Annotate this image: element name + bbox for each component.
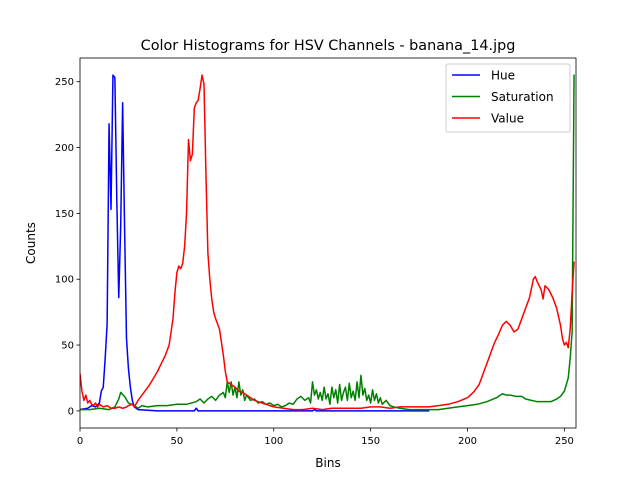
y-axis-label: Counts	[24, 222, 38, 264]
series-line-value	[80, 74, 575, 411]
legend-box	[445, 63, 571, 133]
legend-label-value: Value	[491, 111, 524, 125]
series-lines	[80, 74, 575, 412]
x-axis: 0 50 100 150 200 250	[77, 428, 574, 447]
x-tick-label: 100	[264, 436, 283, 447]
y-tick-label: 50	[61, 341, 74, 352]
x-axis-label: Bins	[315, 456, 340, 470]
x-tick-label: 50	[171, 436, 184, 447]
x-tick-label: 0	[77, 436, 83, 447]
chart-title: Color Histograms for HSV Channels - bana…	[141, 38, 516, 54]
series-line-saturation	[80, 74, 575, 411]
x-tick-label: 150	[361, 436, 380, 447]
legend-label-hue: Hue	[491, 68, 515, 82]
y-axis: 0 50 100 150 200 250	[55, 77, 80, 417]
y-tick-label: 250	[55, 77, 74, 88]
plot-frame	[79, 57, 577, 429]
x-tick-label: 200	[458, 436, 477, 447]
x-tick-label: 250	[555, 436, 574, 447]
y-tick-label: 150	[55, 209, 74, 220]
legend-label-saturation: Saturation	[491, 90, 554, 104]
y-tick-label: 0	[68, 406, 74, 417]
y-tick-label: 200	[55, 143, 74, 154]
series-line-hue	[80, 74, 430, 412]
y-tick-label: 100	[55, 275, 74, 286]
legend: Hue Saturation Value	[445, 63, 571, 133]
